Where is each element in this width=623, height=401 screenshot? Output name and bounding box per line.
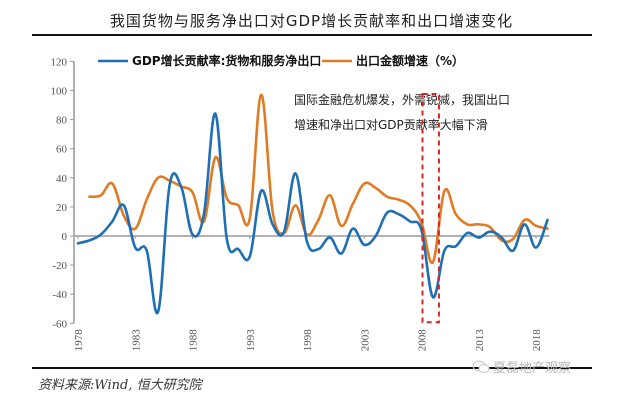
x-tick-label: 2003 xyxy=(359,329,371,352)
chart-title: 我国货物与服务净出口对GDP增长贡献率和出口增速变化 xyxy=(109,12,514,30)
y-tick-label: -40 xyxy=(52,289,67,301)
watermark-text: 夏磊地产观察 xyxy=(493,361,572,376)
y-tick-label: 80 xyxy=(56,115,68,127)
y-tick-label: 20 xyxy=(56,202,68,214)
series-gdp-contribution xyxy=(76,112,549,315)
source-rule xyxy=(32,367,592,369)
wechat-icon xyxy=(472,360,490,373)
source-note: 资料来源:Wind, 恒大研究院 xyxy=(38,378,202,393)
series-export-growth-points xyxy=(89,94,548,263)
series-export-growth xyxy=(88,93,549,264)
x-tick-label: 1978 xyxy=(73,329,85,352)
y-tick-label: 40 xyxy=(56,173,68,185)
series-layer xyxy=(76,93,549,315)
legend: GDP增长贡献率:货物和服务净出口 出口金额增速（%） xyxy=(98,53,464,68)
annotation-line-1: 国际金融危机爆发，外需锐减，我国出口 xyxy=(294,92,510,107)
series-gdp-contribution-points xyxy=(77,113,548,312)
watermark: 夏磊地产观察 xyxy=(472,357,571,376)
y-tick-label: 60 xyxy=(56,144,68,156)
x-tick-label: 2008 xyxy=(417,329,429,352)
title-rule xyxy=(32,34,592,36)
annotation: 国际金融危机爆发，外需锐减，我国出口 增速和净出口对GDP贡献率大幅下滑 xyxy=(294,92,510,324)
x-tick-label: 1983 xyxy=(130,329,142,352)
x-tick-label: 1993 xyxy=(245,329,257,352)
legend-label-export: 出口金额增速（%） xyxy=(356,53,464,68)
y-tick-label: -60 xyxy=(52,318,67,330)
y-tick-label: 0 xyxy=(62,231,68,243)
y-tick-label: -20 xyxy=(52,260,67,272)
y-tick-label: 120 xyxy=(51,56,68,68)
legend-label-gdp: GDP增长贡献率:货物和服务净出口 xyxy=(132,53,321,68)
x-tick-label: 1998 xyxy=(302,329,314,352)
x-tick-label: 2018 xyxy=(531,329,543,352)
crisis-highlight-box xyxy=(421,93,440,324)
y-tick-label: 100 xyxy=(51,86,68,98)
axes: -60 -40 -20 0 20 40 60 80 100 120 1978 1983 1988 1993… xyxy=(51,56,550,351)
annotation-line-2: 增速和净出口对GDP贡献率大幅下滑 xyxy=(294,117,488,132)
x-tick-label: 2013 xyxy=(474,329,486,352)
x-tick-label: 1988 xyxy=(188,329,200,352)
